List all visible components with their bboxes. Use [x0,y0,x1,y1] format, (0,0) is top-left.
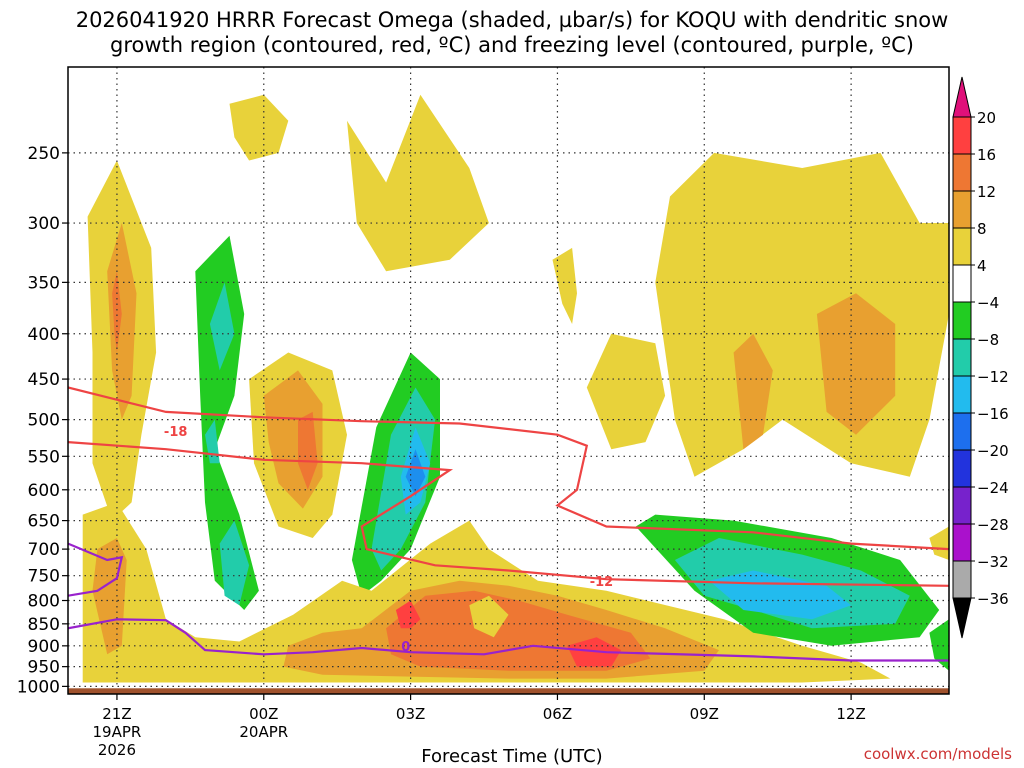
colorbar-label: 20 [977,109,996,127]
colorbar-label: 4 [977,257,987,275]
y-tick-label: 850 [28,615,60,635]
omega-region-u [816,293,896,435]
omega-region-a [229,94,289,161]
x-tick-label: 06Z [543,705,572,723]
colorbar-box [952,153,972,192]
y-tick-label: 700 [28,540,60,560]
y-tick-label: 500 [28,411,60,431]
y-tick-label: 800 [28,592,60,612]
colorbar-label: −4 [977,294,999,312]
colorbar-box [952,116,972,155]
colorbar-box [952,486,972,525]
omega-region-f [209,282,235,371]
x-tick-label: 21Z [102,705,131,723]
freezing-level-upper-contour [68,542,124,597]
colorbar-label: −20 [977,442,1009,460]
y-axis: 2503003504004505005506006507007508008509… [17,144,68,697]
y-tick-label: 900 [28,637,60,657]
y-tick-label: 400 [28,325,60,345]
plot-border [67,66,950,695]
omega-region-r [586,333,666,450]
omega-region-k [298,411,318,490]
omega-shading [68,67,949,694]
x-tick-date: 19APR [93,723,142,741]
y-tick-label: 450 [28,370,60,390]
chart-title-line2: growth region (contoured, red, ºC) and f… [110,33,914,57]
dgz-contour-bottom [68,441,949,587]
y-tick-label: 950 [28,658,60,678]
colorbar-box [952,375,972,414]
x-tick-date: 20APR [239,723,288,741]
colorbar-label: −32 [977,553,1009,571]
colorbar-label: −16 [977,405,1009,423]
y-tick-label: 250 [28,144,60,164]
omega-region-ab [469,595,509,638]
contour-label: -18 [164,425,188,440]
colorbar-box [952,338,972,377]
colorbar-label: −36 [977,590,1009,608]
x-tick-label: 09Z [690,705,719,723]
omega-region-w [92,538,127,655]
omega-region-p [347,94,489,272]
omega-region-af [929,619,949,671]
omega-region-z [395,600,421,629]
omega-region-s [655,152,949,477]
colorbar-label: 8 [977,220,987,238]
y-tick-label: 550 [28,447,60,467]
colorbar-top-arrow [952,76,972,118]
colorbar-box [952,560,972,599]
dgz-contour-top [68,386,949,551]
x-tick-label: 12Z [836,705,865,723]
colorbar-label: 12 [977,183,996,201]
colorbar-bottom-arrow [952,597,972,639]
colorbar-box [952,449,972,488]
x-tick-year: 2026 [98,741,136,759]
omega-region-h [219,520,250,606]
y-tick-label: 300 [28,214,60,234]
contour-label: 0 [401,640,410,655]
x-tick-label: 03Z [396,705,425,723]
colorbar-box [952,264,972,303]
colorbar-label: −28 [977,516,1009,534]
omega-region-q [552,247,577,324]
credit-link[interactable]: coolwx.com/models [863,745,1012,763]
omega-region-d [112,271,122,353]
y-tick-label: 600 [28,481,60,501]
freezing-level-contour [68,618,949,662]
x-tick-label: 00Z [249,705,278,723]
omega-region-ag [929,526,949,560]
omega-region-o [405,449,426,497]
y-tick-label: 350 [28,273,60,293]
gridlines [68,67,949,694]
colorbar-label: −12 [977,368,1009,386]
x-axis-title: Forecast Time (UTC) [421,746,603,767]
colorbar: 20 16 12 8 4 −4 −8 −12 −16 −20 −24 −28 −32 −36 [952,76,1009,639]
contour-label: -12 [590,575,614,590]
colorbar-label: −8 [977,331,999,349]
colorbar-label: 16 [977,146,996,164]
y-tick-label: 750 [28,567,60,587]
omega-region-g [205,419,220,464]
colorbar-box [952,412,972,451]
plot-frame [67,66,950,695]
omega-region-t [733,333,773,450]
colorbar-box [952,190,972,229]
y-tick-label: 1000 [17,677,60,697]
terrain-strip [68,688,949,694]
colorbar-label: −24 [977,479,1009,497]
omega-region-c [107,223,137,420]
colorbar-box [952,523,972,562]
y-tick-label: 650 [28,512,60,532]
colorbar-box [952,227,972,266]
colorbar-box [952,301,972,340]
ground-strip [68,688,949,694]
chart-title-line1: 2026041920 HRRR Forecast Omega (shaded, … [75,8,949,32]
contours: -18 -12 0 [68,386,949,662]
